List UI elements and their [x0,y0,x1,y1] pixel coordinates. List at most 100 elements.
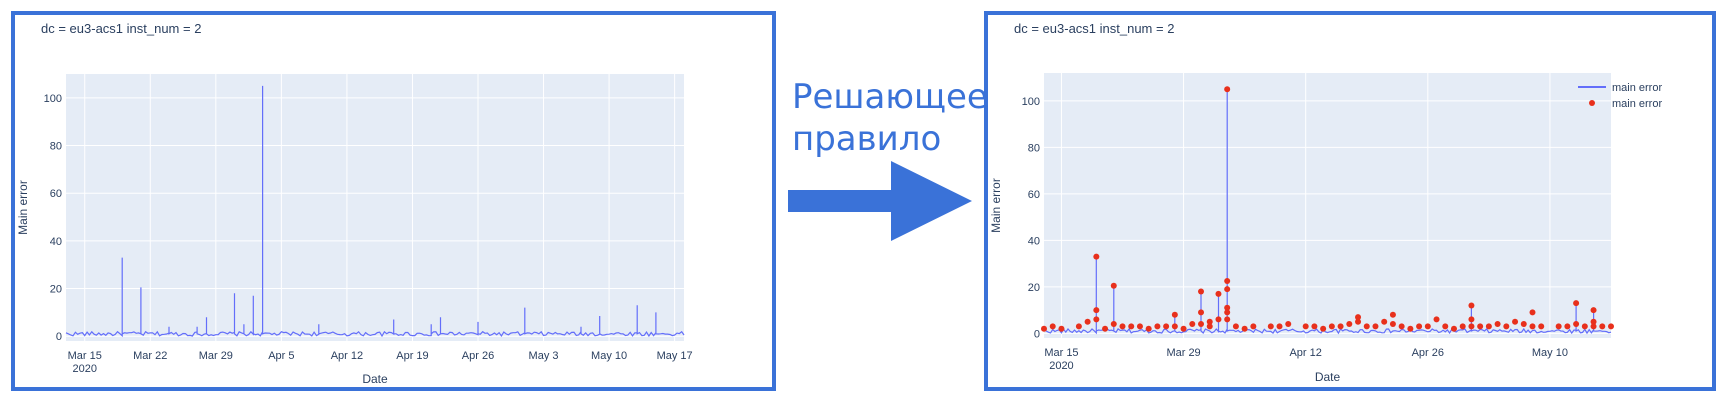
x-tick-label: May 10 [1532,347,1568,359]
y-tick-label: 100 [44,93,62,105]
anomaly-marker [1128,323,1135,330]
anomaly-marker [1520,321,1527,328]
anomaly-marker [1215,316,1222,323]
anomaly-marker [1180,325,1187,332]
x-tick-label: Mar 15 [1044,347,1078,359]
anomaly-marker [1206,323,1213,330]
anomaly-marker [1346,321,1353,328]
anomaly-marker [1049,323,1056,330]
plot-area [66,74,684,341]
anomaly-marker [1468,323,1475,330]
anomaly-marker [1224,86,1231,93]
anomaly-marker [1573,300,1580,307]
arrow-caption-line2: правило [792,119,942,159]
anomaly-marker [1503,323,1510,330]
anomaly-marker [1389,311,1396,318]
anomaly-marker [1450,325,1457,332]
anomaly-marker [1512,318,1519,325]
anomaly-marker [1581,323,1588,330]
y-tick-label: 20 [50,284,62,296]
arrow-caption-line1: Решающее [792,77,988,117]
y-tick-label: 60 [1028,189,1040,201]
anomaly-marker [1093,316,1100,323]
anomaly-marker [1241,325,1248,332]
anomaly-marker [1250,323,1257,330]
x-tick-label: Apr 26 [462,350,494,362]
legend-entry: main error [1612,98,1662,110]
anomaly-marker [1555,323,1562,330]
anomaly-marker [1198,288,1205,295]
y-tick-label: 0 [1034,328,1040,340]
y-tick-label: 40 [1028,235,1040,247]
anomaly-marker [1372,323,1379,330]
x-tick-sublabel: 2020 [1049,360,1073,372]
anomaly-marker [1337,323,1344,330]
y-tick-label: 100 [1022,96,1040,108]
anomaly-marker [1529,323,1536,330]
anomaly-marker [1224,309,1231,316]
anomaly-marker [1093,253,1100,260]
x-tick-label: May 3 [529,350,559,362]
y-axis-title: Main error [989,178,1003,233]
anomaly-marker [1320,325,1327,332]
anomaly-marker [1285,321,1292,328]
series-line [1043,89,1612,335]
plot-area [1044,73,1611,338]
y-tick-label: 60 [50,188,62,200]
anomaly-marker [1224,286,1231,293]
original-chart: dc = eu3-acs1 inst_num = 2 0 20 40 60 80 100 Ma… [16,21,693,386]
gridlines [66,74,684,341]
right-arrow-icon [788,161,972,241]
anomaly-marker [1355,318,1362,325]
anomaly-marker [1363,323,1370,330]
anomaly-marker [1311,323,1318,330]
x-tick-label: Mar 29 [199,350,233,362]
anomaly-marker [1267,323,1274,330]
decision-rule-chart: dc = eu3-acs1 inst_num = 2 0 20 40 60 80 100 Ma… [989,21,1662,384]
anomaly-marker [1084,318,1091,325]
x-tick-label: Mar 15 [68,350,102,362]
anomaly-marker [1468,302,1475,309]
series-line [65,85,685,338]
anomaly-marker [1302,323,1309,330]
anomaly-marker [1398,323,1405,330]
anomaly-marker [1189,321,1196,328]
anomaly-marker [1119,323,1126,330]
anomaly-marker [1590,307,1597,314]
anomaly-marker [1232,323,1239,330]
anomaly-marker [1198,321,1205,328]
anomaly-marker [1110,321,1117,328]
anomaly-marker [1564,323,1571,330]
anomaly-marker [1416,323,1423,330]
anomaly-marker [1442,323,1449,330]
x-tick-label: Apr 26 [1412,347,1444,359]
arrow-caption: Решающее правило [792,76,988,160]
x-tick-label: Apr 5 [268,350,294,362]
y-tick-label: 80 [1028,142,1040,154]
anomaly-marker [1198,309,1205,316]
anomaly-marker [1485,323,1492,330]
anomaly-marker [1110,282,1117,289]
x-tick-label: Mar 29 [1166,347,1200,359]
anomaly-marker [1355,314,1362,321]
anomaly-marker [1163,323,1170,330]
y-axis-title: Main error [16,180,30,235]
anomaly-marker [1224,278,1231,285]
anomaly-marker [1590,323,1597,330]
anomaly-marker [1459,323,1466,330]
legend: main error main error [1578,82,1662,110]
anomaly-marker [1424,323,1431,330]
anomaly-marker [1171,323,1178,330]
chart-title: dc = eu3-acs1 inst_num = 2 [1014,21,1174,36]
anomaly-marker [1075,323,1082,330]
original-chart-panel: dc = eu3-acs1 inst_num = 2 0 20 40 60 80 100 Ma… [11,11,776,391]
x-tick-label: Apr 12 [331,350,363,362]
anomaly-marker [1136,323,1143,330]
x-tick-label: Mar 22 [133,350,167,362]
anomaly-marker [1573,321,1580,328]
anomaly-marker [1224,316,1231,323]
anomaly-marker [1058,325,1065,332]
anomaly-marker [1529,309,1536,316]
